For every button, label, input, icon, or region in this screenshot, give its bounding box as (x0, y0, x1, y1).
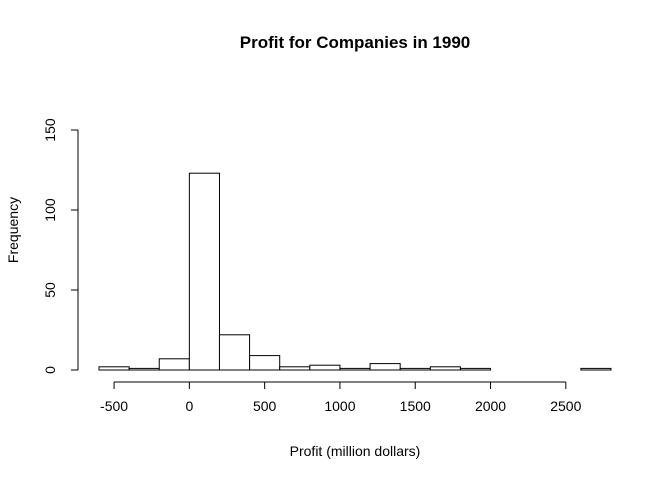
histogram-bar (399, 367, 431, 371)
histogram-bar (188, 172, 220, 371)
y-tick-label: 100 (42, 198, 58, 222)
chart-title: Profit for Companies in 1990 (240, 33, 471, 52)
y-axis: 0 50 100 150 (42, 118, 79, 374)
histogram-bar (128, 367, 160, 371)
histogram-bar (279, 366, 311, 371)
histogram-bar (218, 334, 251, 371)
histogram-bar (459, 367, 492, 371)
histogram-bar (369, 363, 401, 371)
histogram-bar (429, 366, 461, 371)
x-tick-label: 0 (185, 398, 193, 414)
histogram-bar (158, 358, 190, 371)
y-tick-label: 50 (42, 282, 58, 298)
histogram-bar (309, 364, 341, 371)
y-tick-label: 150 (42, 118, 58, 142)
x-tick-label: -500 (100, 398, 128, 414)
x-axis-label: Profit (million dollars) (290, 443, 421, 459)
histogram-bar (98, 366, 130, 371)
x-axis: -500 0 500 1000 1500 2000 2500 (100, 381, 582, 414)
x-tick-label: 1500 (400, 398, 431, 414)
histogram-bar (339, 367, 371, 371)
x-tick-label: 500 (253, 398, 277, 414)
x-tick-label: 1000 (324, 398, 355, 414)
y-tick-label: 0 (42, 366, 58, 374)
y-axis-label: Frequency (5, 197, 21, 263)
bars-group (98, 172, 612, 371)
x-tick-label: 2000 (475, 398, 506, 414)
x-tick-label: 2500 (550, 398, 581, 414)
histogram-bar (580, 367, 612, 371)
histogram-bar (249, 355, 281, 371)
